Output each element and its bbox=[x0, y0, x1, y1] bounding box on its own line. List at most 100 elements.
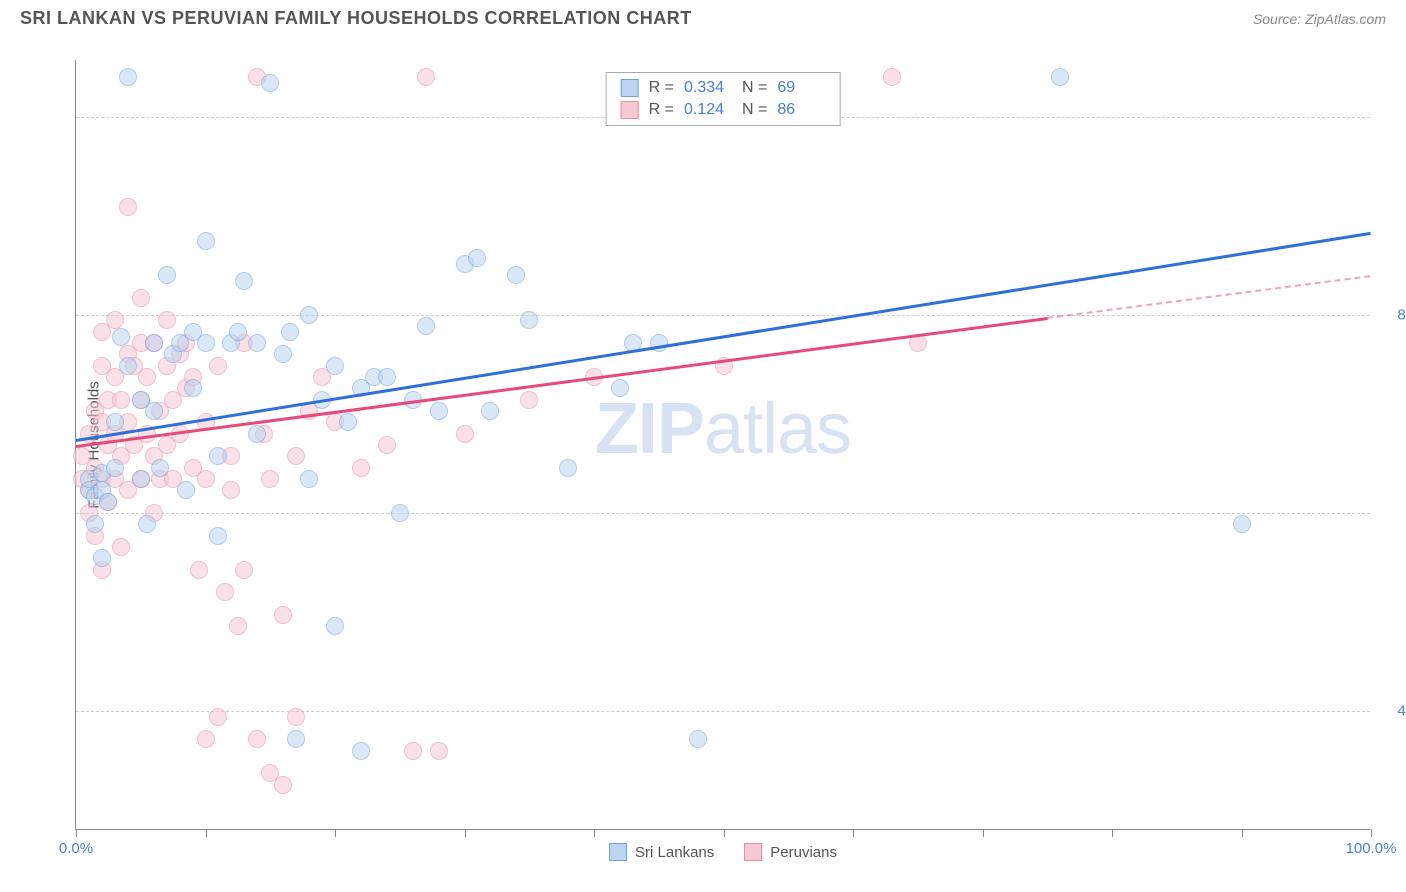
watermark-part2: atlas bbox=[704, 389, 851, 469]
gridline bbox=[76, 315, 1370, 316]
scatter-point bbox=[106, 459, 124, 477]
legend-stats-row-1: R = 0.124 N = 86 bbox=[607, 99, 840, 121]
scatter-point bbox=[339, 413, 357, 431]
scatter-point bbox=[417, 68, 435, 86]
legend-item-label: Sri Lankans bbox=[635, 844, 714, 861]
chart-source: Source: ZipAtlas.com bbox=[1253, 11, 1386, 27]
legend-item-0: Sri Lankans bbox=[609, 843, 714, 861]
scatter-point bbox=[261, 74, 279, 92]
legend-r-label: R = bbox=[649, 79, 674, 97]
scatter-point bbox=[391, 504, 409, 522]
scatter-point bbox=[326, 617, 344, 635]
legend-n-label: N = bbox=[742, 79, 767, 97]
scatter-point bbox=[209, 357, 227, 375]
x-tick-label: 100.0% bbox=[1346, 840, 1397, 857]
legend-n-label: N = bbox=[742, 101, 767, 119]
scatter-point bbox=[106, 311, 124, 329]
legend-n-value-0: 69 bbox=[777, 79, 825, 97]
y-tick-label: 47.5% bbox=[1380, 703, 1406, 720]
scatter-point bbox=[689, 730, 707, 748]
legend-stats-row-0: R = 0.334 N = 69 bbox=[607, 77, 840, 99]
scatter-point bbox=[112, 538, 130, 556]
scatter-point bbox=[209, 527, 227, 545]
x-tick bbox=[983, 829, 984, 837]
scatter-point bbox=[119, 198, 137, 216]
scatter-point bbox=[611, 379, 629, 397]
trend-line bbox=[1047, 275, 1371, 319]
scatter-point bbox=[248, 730, 266, 748]
gridline bbox=[76, 711, 1370, 712]
x-tick-label: 0.0% bbox=[59, 840, 93, 857]
trend-line bbox=[76, 232, 1371, 442]
scatter-point bbox=[287, 730, 305, 748]
scatter-point bbox=[287, 447, 305, 465]
scatter-point bbox=[261, 470, 279, 488]
x-tick bbox=[594, 829, 595, 837]
legend-n-value-1: 86 bbox=[777, 101, 825, 119]
scatter-point bbox=[300, 470, 318, 488]
scatter-point bbox=[300, 306, 318, 324]
x-tick bbox=[1242, 829, 1243, 837]
scatter-point bbox=[378, 436, 396, 454]
scatter-point bbox=[1233, 515, 1251, 533]
scatter-point bbox=[468, 249, 486, 267]
scatter-point bbox=[352, 742, 370, 760]
x-tick bbox=[1112, 829, 1113, 837]
scatter-point bbox=[190, 561, 208, 579]
scatter-point bbox=[287, 708, 305, 726]
scatter-point bbox=[229, 323, 247, 341]
scatter-point bbox=[138, 368, 156, 386]
gridline bbox=[76, 513, 1370, 514]
scatter-point bbox=[209, 708, 227, 726]
legend-bottom-swatch-0 bbox=[609, 843, 627, 861]
plot-area: ZIPatlas R = 0.334 N = 69 R = 0.124 N = … bbox=[75, 60, 1370, 830]
scatter-point bbox=[378, 368, 396, 386]
scatter-point bbox=[417, 317, 435, 335]
scatter-point bbox=[216, 583, 234, 601]
scatter-point bbox=[93, 549, 111, 567]
scatter-point bbox=[158, 266, 176, 284]
chart-header: SRI LANKAN VS PERUVIAN FAMILY HOUSEHOLDS… bbox=[0, 0, 1406, 29]
scatter-point bbox=[151, 459, 169, 477]
x-tick bbox=[1371, 829, 1372, 837]
legend-item-label: Peruvians bbox=[770, 844, 837, 861]
scatter-point bbox=[235, 272, 253, 290]
scatter-point bbox=[456, 425, 474, 443]
legend-swatch-1 bbox=[621, 101, 639, 119]
scatter-point bbox=[197, 470, 215, 488]
scatter-point bbox=[86, 515, 104, 533]
scatter-point bbox=[520, 311, 538, 329]
scatter-point bbox=[112, 391, 130, 409]
y-tick-label: 82.5% bbox=[1380, 306, 1406, 323]
scatter-point bbox=[274, 345, 292, 363]
watermark-part1: ZIP bbox=[595, 389, 704, 469]
x-tick bbox=[465, 829, 466, 837]
scatter-point bbox=[430, 742, 448, 760]
scatter-point bbox=[132, 470, 150, 488]
scatter-point bbox=[326, 357, 344, 375]
scatter-point bbox=[177, 481, 195, 499]
scatter-point bbox=[1051, 68, 1069, 86]
legend-r-label: R = bbox=[649, 101, 674, 119]
scatter-point bbox=[248, 334, 266, 352]
legend-item-1: Peruvians bbox=[744, 843, 837, 861]
scatter-point bbox=[559, 459, 577, 477]
scatter-point bbox=[119, 357, 137, 375]
scatter-point bbox=[99, 493, 117, 511]
scatter-point bbox=[274, 776, 292, 794]
scatter-point bbox=[352, 459, 370, 477]
watermark: ZIPatlas bbox=[595, 388, 851, 470]
scatter-point bbox=[274, 606, 292, 624]
scatter-point bbox=[281, 323, 299, 341]
legend-r-value-1: 0.124 bbox=[684, 101, 732, 119]
legend-r-value-0: 0.334 bbox=[684, 79, 732, 97]
legend-series: Sri Lankans Peruvians bbox=[609, 843, 837, 861]
scatter-point bbox=[481, 402, 499, 420]
scatter-point bbox=[507, 266, 525, 284]
scatter-point bbox=[222, 481, 240, 499]
scatter-point bbox=[119, 68, 137, 86]
x-tick bbox=[206, 829, 207, 837]
x-tick bbox=[724, 829, 725, 837]
x-tick bbox=[335, 829, 336, 837]
scatter-point bbox=[520, 391, 538, 409]
